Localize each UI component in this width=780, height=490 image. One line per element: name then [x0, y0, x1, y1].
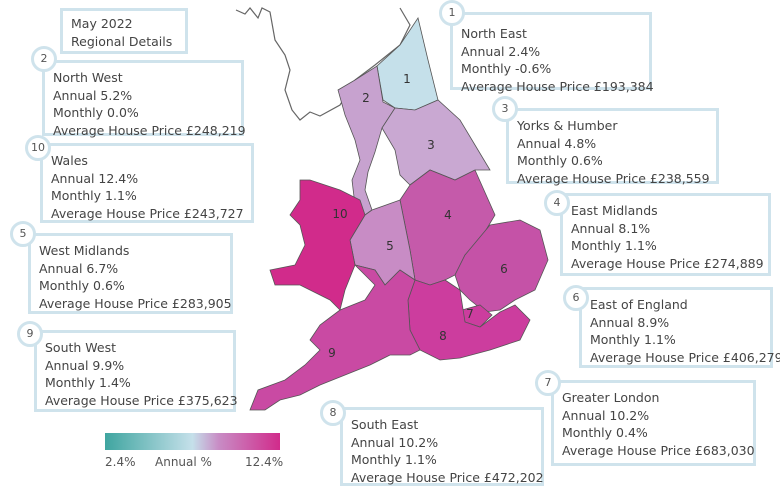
region-monthly: Monthly 1.1% — [571, 238, 657, 253]
region-number-badge: 6 — [563, 285, 589, 311]
legend-max: 12.4% — [245, 455, 284, 469]
region-monthly: Monthly 1.1% — [51, 188, 137, 203]
region-monthly: Monthly 1.1% — [590, 332, 676, 347]
region-number-badge: 8 — [320, 400, 346, 426]
region-price: Average House Price £248,219 — [53, 122, 246, 138]
region-price: Average House Price £238,559 — [517, 170, 710, 186]
region-name: Yorks & Humber — [517, 118, 618, 133]
region-number-label: 6 — [500, 262, 508, 276]
region-price: Average House Price £274,889 — [571, 255, 764, 271]
region-number-label: 4 — [444, 208, 452, 222]
legend-gradient — [105, 433, 280, 450]
region-monthly: Monthly 0.6% — [517, 153, 603, 168]
region-annual: Annual 2.4% — [461, 43, 541, 59]
region-monthly: Monthly 0.0% — [53, 105, 139, 120]
region-name: Wales — [51, 153, 88, 168]
region-number-label: 3 — [427, 138, 435, 152]
region-name: North East — [461, 26, 527, 41]
region-annual: Annual 8.1% — [571, 220, 651, 236]
region-info-box: East Midlands Annual 8.1% Monthly 1.1% A… — [560, 193, 771, 276]
region-south-west[interactable] — [249, 264, 421, 411]
region-annual: Annual 4.8% — [517, 135, 597, 151]
region-info-box: North West Annual 5.2% Monthly 0.0% Aver… — [42, 60, 246, 138]
region-number-badge: 2 — [31, 46, 57, 72]
region-price: Average House Price £472,202 — [351, 469, 544, 485]
legend-title: Annual % — [155, 455, 212, 469]
region-info-box: North East Annual 2.4% Monthly -0.6% Ave… — [450, 12, 654, 94]
region-number-badge: 7 — [535, 370, 561, 396]
region-number-badge: 4 — [544, 190, 570, 216]
region-annual: Annual 8.9% — [590, 314, 670, 330]
region-price: Average House Price £406,279 — [590, 349, 780, 365]
region-annual: Annual 10.2% — [562, 407, 650, 423]
region-price: Average House Price £243,727 — [51, 205, 244, 221]
region-price: Average House Price £375,623 — [45, 392, 238, 408]
region-annual: Annual 12.4% — [51, 170, 139, 186]
region-number-badge: 1 — [439, 0, 465, 26]
region-number-label: 10 — [332, 207, 347, 221]
region-name: South West — [45, 340, 117, 355]
region-info-box: West Midlands Annual 6.7% Monthly 0.6% A… — [28, 233, 233, 314]
region-number-label: 9 — [328, 346, 336, 360]
region-number-label: 8 — [439, 329, 447, 343]
region-info-box: South West Annual 9.9% Monthly 1.4% Aver… — [34, 330, 238, 412]
region-info-box: South East Annual 10.2% Monthly 1.1% Ave… — [340, 407, 544, 486]
region-name: Greater London — [562, 390, 660, 405]
title-subtitle: Regional Details — [71, 33, 173, 49]
region-number-badge: 5 — [10, 221, 36, 247]
region-number-label: 5 — [386, 239, 394, 253]
region-number-label: 1 — [403, 72, 411, 86]
region-price: Average House Price £283,905 — [39, 295, 232, 311]
region-monthly: Monthly -0.6% — [461, 61, 552, 76]
region-annual: Annual 6.7% — [39, 260, 119, 276]
title-date: May 2022 — [71, 16, 133, 31]
region-price: Average House Price £193,384 — [461, 78, 654, 94]
region-number-badge: 3 — [492, 96, 518, 122]
region-annual: Annual 10.2% — [351, 434, 439, 450]
region-wales[interactable] — [269, 179, 366, 311]
region-monthly: Monthly 1.1% — [351, 452, 437, 467]
region-info-box: Wales Annual 12.4% Monthly 1.1% Average … — [40, 143, 254, 223]
region-info-box: Greater London Annual 10.2% Monthly 0.4%… — [551, 380, 756, 466]
region-monthly: Monthly 0.4% — [562, 425, 648, 440]
region-annual: Annual 5.2% — [53, 87, 133, 103]
legend-min: 2.4% — [105, 455, 136, 469]
region-number-label: 2 — [362, 91, 370, 105]
region-east-of-england[interactable] — [454, 219, 549, 313]
region-name: East of England — [590, 297, 688, 312]
region-number-badge: 9 — [17, 321, 43, 347]
region-info-box: Yorks & Humber Annual 4.8% Monthly 0.6% … — [506, 108, 719, 186]
region-price: Average House Price £683,030 — [562, 442, 755, 458]
region-name: East Midlands — [571, 203, 658, 218]
region-name: South East — [351, 417, 419, 432]
region-number-label: 7 — [466, 307, 474, 321]
title-box: May 2022 Regional Details — [60, 8, 188, 54]
region-number-badge: 10 — [25, 135, 51, 161]
region-north-east[interactable] — [376, 17, 439, 111]
region-monthly: Monthly 0.6% — [39, 278, 125, 293]
region-monthly: Monthly 1.4% — [45, 375, 131, 390]
region-info-box: East of England Annual 8.9% Monthly 1.1%… — [579, 287, 780, 368]
scotland-outline — [235, 7, 411, 121]
region-name: North West — [53, 70, 123, 85]
region-annual: Annual 9.9% — [45, 357, 125, 373]
region-name: West Midlands — [39, 243, 130, 258]
